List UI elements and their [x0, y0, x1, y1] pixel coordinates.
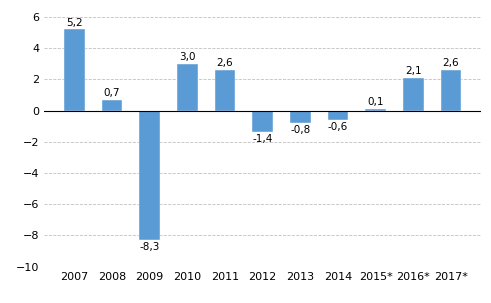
Bar — [102, 100, 122, 111]
Text: -1,4: -1,4 — [252, 134, 273, 144]
Bar — [215, 70, 235, 111]
Text: 3,0: 3,0 — [179, 52, 195, 62]
Text: -8,3: -8,3 — [139, 242, 160, 252]
Bar — [64, 29, 85, 111]
Text: 5,2: 5,2 — [66, 18, 82, 28]
Bar — [139, 111, 160, 240]
Text: 0,7: 0,7 — [104, 88, 120, 98]
Text: 2,6: 2,6 — [443, 58, 459, 68]
Text: 2,1: 2,1 — [405, 66, 422, 76]
Text: 0,1: 0,1 — [367, 97, 384, 107]
Bar — [365, 109, 386, 111]
Text: 2,6: 2,6 — [217, 58, 233, 68]
Bar — [177, 64, 198, 111]
Text: -0,6: -0,6 — [328, 122, 348, 132]
Bar — [327, 111, 348, 120]
Bar — [403, 78, 424, 111]
Text: -0,8: -0,8 — [290, 125, 310, 135]
Bar — [440, 70, 462, 111]
Bar — [290, 111, 311, 123]
Bar — [252, 111, 273, 132]
